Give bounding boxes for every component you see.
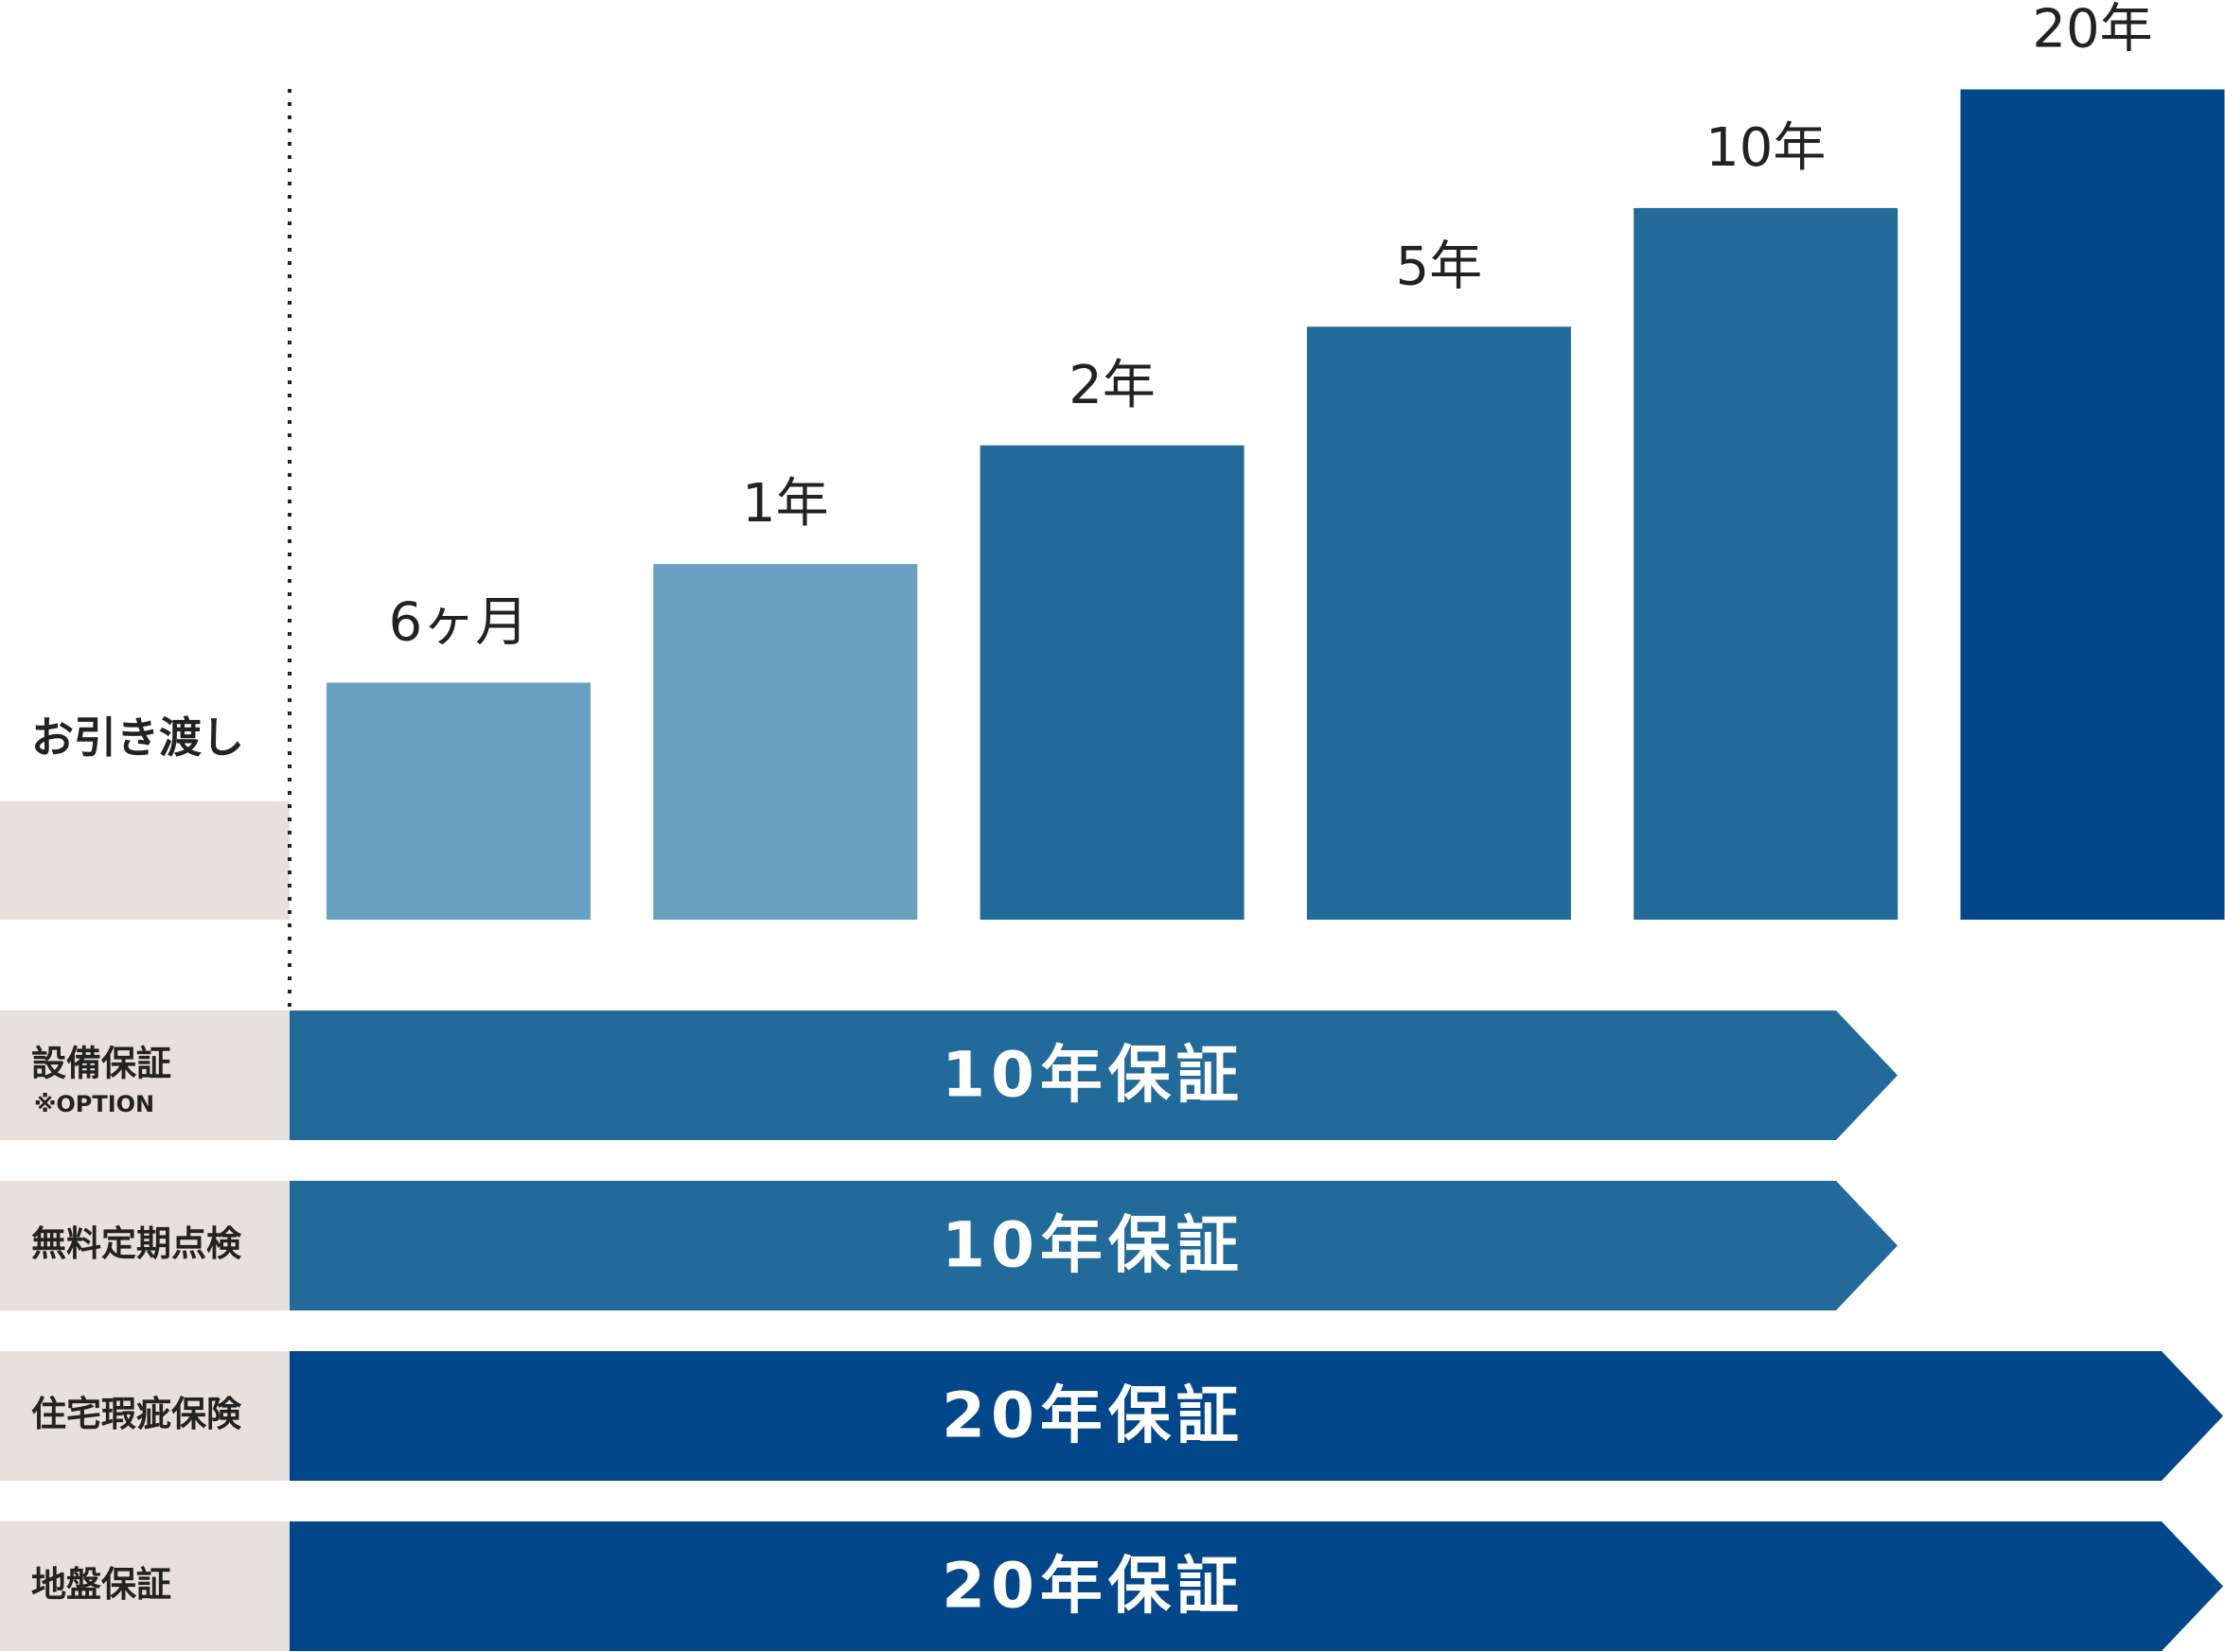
period-bar (1306, 326, 1571, 920)
warranty-label: 20年保証 (942, 1550, 1245, 1623)
row-label-box (0, 1351, 290, 1481)
row-name: 設備保証 (31, 1044, 171, 1084)
row-label-box (0, 1181, 290, 1310)
warranty-label: 10年保証 (942, 1209, 1245, 1282)
row-note: ※OPTION (34, 1091, 154, 1117)
warranty-arrow (290, 1521, 2223, 1651)
row-name: 住宅瑕疵保険 (31, 1394, 242, 1434)
warranty-label: 10年保証 (942, 1039, 1245, 1112)
period-label: 5年 (1396, 236, 1483, 297)
handover-label: お引き渡し (31, 712, 244, 763)
period-label: 2年 (1068, 355, 1156, 416)
period-bar (653, 564, 918, 920)
warranty-label: 20年保証 (942, 1380, 1245, 1452)
period-bar (1633, 207, 1898, 920)
period-bar (980, 445, 1245, 920)
period-label: 20年 (2032, 0, 2152, 61)
period-bar (1960, 89, 2225, 920)
warranty-arrow (290, 1351, 2223, 1481)
row-label-box (0, 1011, 290, 1140)
row-name: 無料定期点検 (31, 1223, 242, 1264)
warranty-arrow (290, 1011, 1898, 1140)
row-label-box (0, 1521, 290, 1651)
period-label: 10年 (1705, 117, 1826, 179)
warranty-arrow (290, 1181, 1898, 1310)
period-bar (327, 682, 591, 920)
period-label: 6ヶ月 (389, 592, 529, 654)
handover-box (0, 801, 290, 920)
period-label: 1年 (742, 473, 829, 535)
row-name: 地盤保証 (31, 1564, 171, 1605)
